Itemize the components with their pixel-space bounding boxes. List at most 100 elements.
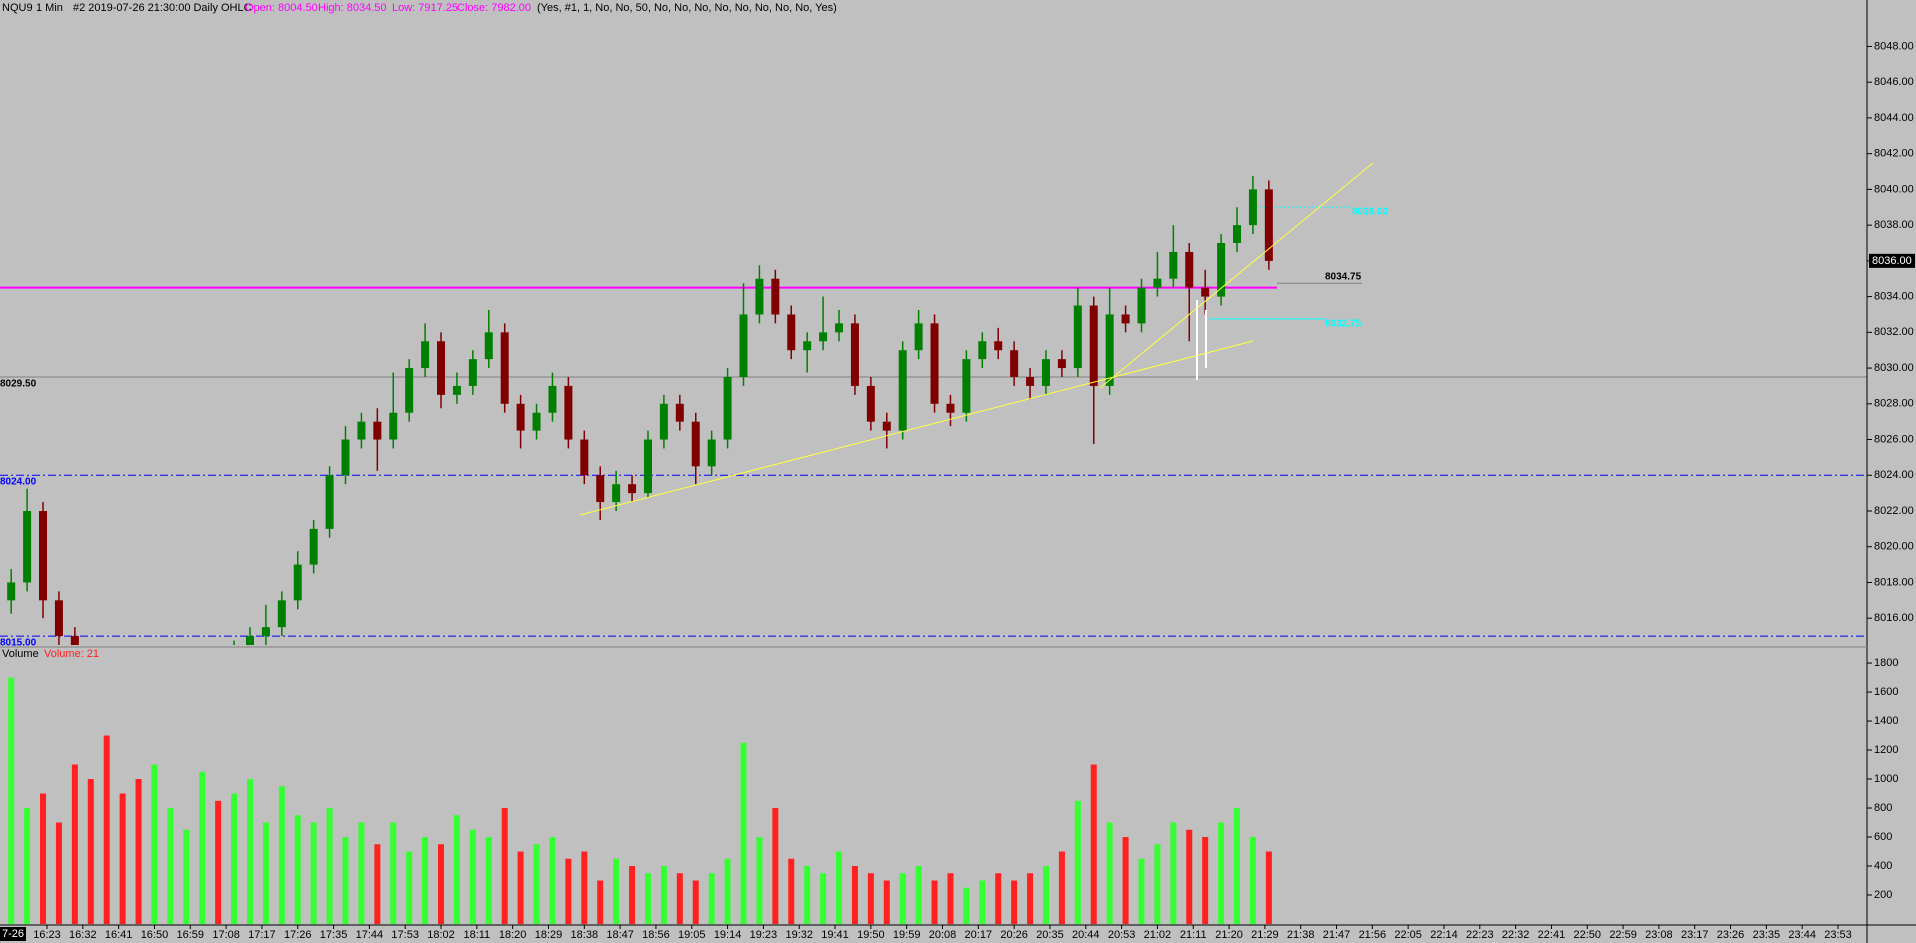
daily-low: Low: 7917.25 <box>392 2 458 14</box>
candle-body <box>628 484 637 494</box>
symbol: NQU9 <box>2 2 33 14</box>
candle-body <box>723 376 732 440</box>
x-tick-label: 22:23 <box>1466 929 1494 941</box>
volume-bar <box>1265 851 1272 924</box>
volume-bar <box>1122 837 1129 924</box>
daily-close: Close: 7982.00 <box>457 2 531 14</box>
candle-body <box>962 359 971 413</box>
volume-bar <box>708 873 715 924</box>
level-label: 8015.00 <box>0 638 37 649</box>
volume-bar <box>867 873 874 924</box>
volume-bar <box>1170 822 1177 924</box>
volume-bar <box>756 837 763 924</box>
candle-body <box>755 278 764 315</box>
volume-bar <box>24 808 31 924</box>
volume-bar <box>772 808 779 924</box>
candle-body <box>357 421 366 440</box>
candle-body <box>421 341 430 369</box>
candle-body <box>1201 287 1210 297</box>
candle-body <box>994 341 1003 351</box>
y-tick-label: 8018.00 <box>1874 576 1914 588</box>
x-tick-label: 16:50 <box>141 929 169 941</box>
volume-bar <box>581 851 588 924</box>
x-tick-label: 17:35 <box>320 929 348 941</box>
volume-bar <box>788 858 795 924</box>
candle-body <box>914 323 923 351</box>
y-tick-label: 8022.00 <box>1874 505 1914 517</box>
volume-bar <box>740 742 747 924</box>
y-tick-label: 8040.00 <box>1874 183 1914 195</box>
volume-bar <box>453 815 460 924</box>
candle-body <box>1057 359 1066 369</box>
volume-bar <box>1234 808 1241 924</box>
volume-bar <box>485 837 492 924</box>
y-tick-label: 400 <box>1874 860 1892 872</box>
candle-body <box>819 332 828 342</box>
candle-body <box>596 475 605 503</box>
volume-bar <box>724 858 731 924</box>
x-tick-label: 23:53 <box>1824 929 1852 941</box>
candle-body <box>580 439 589 476</box>
volume-bar <box>119 793 126 924</box>
volume-bar <box>342 837 349 924</box>
volume-bar <box>1074 800 1081 924</box>
volume-panel <box>8 677 1272 924</box>
candle-body <box>866 385 875 422</box>
volume-bar <box>55 822 62 924</box>
volume-bar <box>517 851 524 924</box>
volume-bar <box>215 800 222 924</box>
volume-bar <box>1042 866 1049 924</box>
x-tick-label: 20:17 <box>965 929 993 941</box>
trend-line <box>1099 162 1374 389</box>
x-tick-label: 22:59 <box>1609 929 1637 941</box>
x-tick-label: 20:53 <box>1108 929 1136 941</box>
volume-bar <box>1106 822 1113 924</box>
candle-body <box>1041 359 1050 386</box>
x-tick-label: 21:29 <box>1251 929 1279 941</box>
x-tick-label: 21:38 <box>1287 929 1315 941</box>
candle-body <box>1073 305 1082 369</box>
y-tick-label: 8020.00 <box>1874 541 1914 553</box>
candle-body <box>532 412 541 431</box>
x-tick-label: 16:59 <box>177 929 205 941</box>
volume-bar <box>1027 873 1034 924</box>
y-tick-label: 8032.00 <box>1874 326 1914 338</box>
x-tick-label: 16:32 <box>69 929 97 941</box>
volume-bar <box>469 829 476 924</box>
parameters: (Yes, #1, 1, No, No, 50, No, No, No, No,… <box>537 2 837 14</box>
y-tick-label: 8048.00 <box>1874 40 1914 52</box>
x-tick-label: 23:26 <box>1717 929 1745 941</box>
volume-bar <box>820 873 827 924</box>
volume-bar <box>294 815 301 924</box>
x-tick-label: 19:50 <box>857 929 885 941</box>
level-label: 8029.50 <box>0 379 37 390</box>
volume-bar <box>1154 844 1161 924</box>
volume-bar <box>501 808 508 924</box>
volume-bar <box>915 866 922 924</box>
x-tick-label: 20:44 <box>1072 929 1100 941</box>
candle-body <box>548 385 557 413</box>
volume-value: Volume: 21 <box>44 648 99 660</box>
y-tick-label: 8038.00 <box>1874 219 1914 231</box>
x-tick-label: 20:35 <box>1036 929 1064 941</box>
x-tick-label: 16:23 <box>33 929 61 941</box>
x-tick-label: 21:56 <box>1359 929 1387 941</box>
volume-bar <box>931 880 938 924</box>
volume-bar <box>565 858 572 924</box>
volume-title: Volume <box>2 648 39 660</box>
candle-body <box>23 510 32 583</box>
volume-bar <box>1058 851 1065 924</box>
x-tick-label: 23:17 <box>1681 929 1709 941</box>
candle-body <box>341 439 350 476</box>
candle-body <box>612 484 621 503</box>
candle-body <box>1137 287 1146 324</box>
candle-body <box>1105 314 1114 386</box>
candle-body <box>643 439 652 494</box>
candle-body <box>1185 251 1194 288</box>
candle-body <box>7 582 16 601</box>
volume-bar <box>262 822 269 924</box>
volume-bar <box>40 793 47 924</box>
volume-bar <box>374 844 381 924</box>
candle-body <box>1217 242 1226 297</box>
